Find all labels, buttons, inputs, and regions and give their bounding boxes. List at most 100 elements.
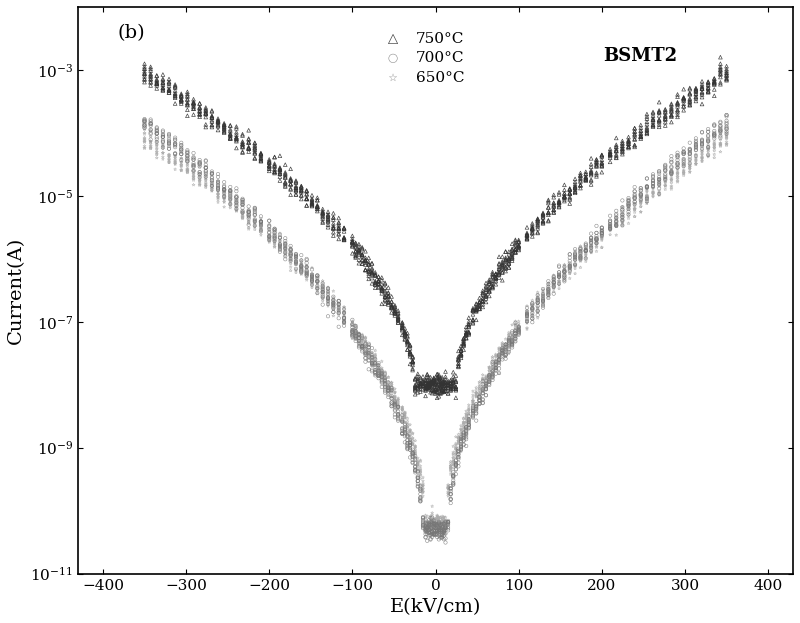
- 700°C: [162, 144, 175, 154]
- 700°C: [460, 428, 473, 438]
- 650°C: [429, 514, 442, 524]
- 700°C: [433, 527, 446, 537]
- 750°C: [526, 228, 538, 238]
- 750°C: [224, 133, 237, 143]
- 650°C: [502, 334, 515, 344]
- 750°C: [526, 222, 538, 232]
- 700°C: [702, 131, 714, 141]
- 650°C: [646, 183, 659, 193]
- 650°C: [641, 198, 654, 208]
- 650°C: [610, 221, 622, 231]
- 750°C: [553, 195, 566, 205]
- 700°C: [224, 188, 237, 197]
- 650°C: [306, 280, 318, 290]
- 650°C: [634, 199, 647, 209]
- 650°C: [622, 201, 635, 211]
- 700°C: [558, 267, 570, 277]
- 750°C: [720, 71, 733, 81]
- 650°C: [696, 150, 709, 160]
- 700°C: [458, 430, 470, 440]
- 750°C: [350, 239, 362, 249]
- 700°C: [263, 228, 276, 238]
- 700°C: [460, 422, 473, 432]
- 650°C: [553, 277, 566, 287]
- 650°C: [327, 299, 340, 309]
- 750°C: [708, 77, 721, 87]
- 650°C: [311, 273, 324, 283]
- 700°C: [406, 451, 419, 461]
- 700°C: [206, 173, 218, 183]
- 750°C: [526, 226, 538, 236]
- 750°C: [369, 277, 382, 287]
- 650°C: [162, 155, 175, 164]
- 750°C: [404, 341, 417, 351]
- 750°C: [427, 373, 440, 383]
- 750°C: [398, 326, 411, 336]
- 700°C: [683, 149, 696, 159]
- 650°C: [458, 419, 470, 429]
- 750°C: [628, 123, 641, 133]
- 750°C: [616, 146, 629, 156]
- 650°C: [212, 187, 225, 197]
- 700°C: [490, 363, 502, 373]
- 700°C: [590, 234, 603, 244]
- 700°C: [595, 226, 608, 235]
- 700°C: [454, 440, 467, 450]
- 700°C: [439, 523, 452, 533]
- 650°C: [547, 275, 560, 285]
- 750°C: [375, 283, 388, 293]
- 700°C: [268, 226, 281, 235]
- 650°C: [558, 264, 570, 274]
- 700°C: [411, 479, 424, 489]
- 650°C: [454, 421, 467, 430]
- 700°C: [444, 489, 457, 499]
- 700°C: [350, 321, 362, 331]
- 750°C: [398, 328, 411, 338]
- 650°C: [696, 153, 709, 163]
- 650°C: [604, 226, 617, 235]
- 650°C: [392, 404, 405, 414]
- 700°C: [346, 325, 358, 335]
- 750°C: [509, 239, 522, 249]
- 700°C: [181, 150, 194, 160]
- 750°C: [490, 272, 502, 282]
- 700°C: [311, 270, 324, 280]
- 650°C: [359, 343, 372, 353]
- 750°C: [212, 121, 225, 131]
- 650°C: [659, 173, 672, 183]
- 700°C: [230, 204, 243, 214]
- 700°C: [641, 182, 654, 192]
- 650°C: [490, 355, 502, 365]
- 700°C: [634, 183, 647, 193]
- 650°C: [404, 427, 417, 437]
- 700°C: [438, 535, 450, 545]
- 700°C: [263, 234, 276, 244]
- 750°C: [563, 184, 576, 194]
- 700°C: [678, 154, 690, 164]
- 700°C: [622, 193, 635, 203]
- 650°C: [442, 483, 454, 493]
- 650°C: [224, 203, 237, 213]
- 650°C: [585, 246, 598, 256]
- 700°C: [290, 258, 302, 268]
- 650°C: [696, 153, 709, 163]
- 750°C: [389, 304, 402, 314]
- 700°C: [372, 369, 385, 379]
- 750°C: [466, 305, 479, 315]
- 750°C: [382, 298, 394, 308]
- 750°C: [421, 383, 434, 393]
- 750°C: [493, 252, 506, 262]
- 750°C: [162, 84, 175, 94]
- 700°C: [230, 193, 243, 202]
- 700°C: [521, 309, 534, 319]
- 700°C: [138, 114, 151, 124]
- 650°C: [547, 284, 560, 294]
- 700°C: [490, 364, 502, 374]
- 750°C: [224, 134, 237, 144]
- 700°C: [585, 235, 598, 245]
- 700°C: [242, 214, 255, 224]
- 750°C: [579, 172, 592, 182]
- 750°C: [604, 144, 617, 154]
- 700°C: [248, 221, 261, 231]
- 700°C: [268, 227, 281, 237]
